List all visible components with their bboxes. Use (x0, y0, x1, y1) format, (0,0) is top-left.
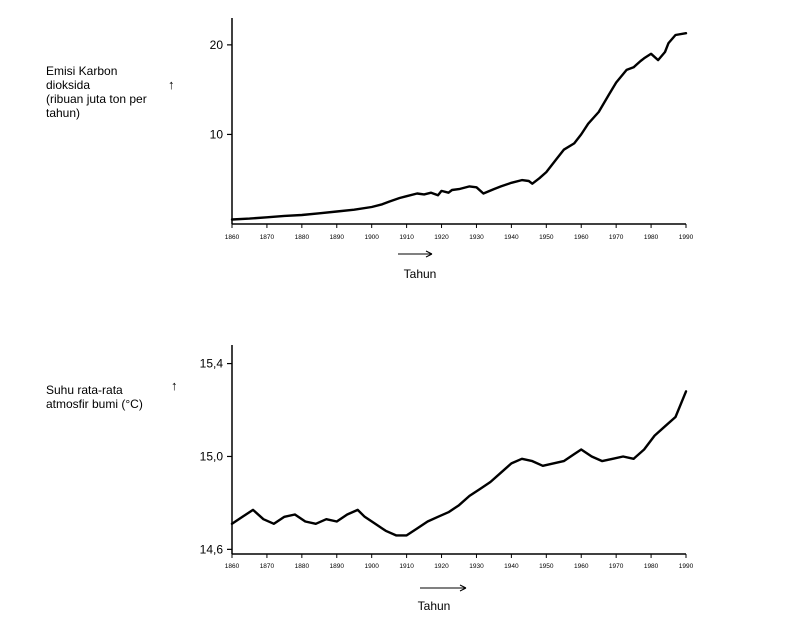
x-tick-label: 1960 (574, 563, 589, 570)
chart2-x-arrow (420, 584, 467, 592)
chart1-up-arrow-icon: ↑ (168, 77, 175, 92)
co2-emission-chart: 10 20 1860 1870 1880 1890 1900 1910 1920 1930 194… (210, 18, 694, 281)
x-tick-label: 1860 (225, 563, 240, 570)
y-tick-label: 14,6 (200, 542, 224, 556)
x-tick-label: 1880 (295, 563, 310, 570)
y-tick-label: 15,4 (200, 357, 224, 371)
x-tick-label: 1910 (399, 234, 414, 241)
y-tick-label: 15,0 (200, 449, 224, 463)
x-tick-label: 1960 (574, 234, 589, 241)
x-tick-label: 1940 (504, 234, 519, 241)
chart1-y-label-line: Emisi Karbon (46, 64, 118, 78)
x-tick-label: 1970 (609, 563, 624, 570)
chart1-y-label: Emisi Karbon dioksida (ribuan juta ton p… (46, 64, 147, 120)
x-tick-label: 1910 (399, 563, 414, 570)
x-tick-label: 1950 (539, 563, 554, 570)
x-tick-label: 1880 (295, 234, 310, 241)
chart1-y-label-line: dioksida (46, 78, 91, 92)
x-tick-label: 1930 (469, 563, 484, 570)
x-tick-label: 1930 (469, 234, 484, 241)
chart1-y-label-line: tahun) (46, 106, 81, 120)
chart1-x-label: Tahun (404, 267, 437, 281)
x-tick-label: 1970 (609, 234, 624, 241)
x-tick-label: 1890 (330, 234, 345, 241)
x-tick-label: 1940 (504, 563, 519, 570)
y-tick-label: 10 (210, 127, 224, 141)
chart2-y-label-line: Suhu rata-rata (46, 383, 123, 397)
chart2-x-label: Tahun (418, 599, 451, 613)
x-tick-label: 1950 (539, 234, 554, 241)
chart2-y-label: Suhu rata-rata atmosfir bumi (°C) (46, 383, 143, 411)
x-tick-label: 1980 (644, 563, 659, 570)
chart1-y-label-line: (ribuan juta ton per (46, 92, 147, 106)
x-tick-label: 1890 (330, 563, 345, 570)
co2-emission-line (230, 32, 688, 221)
x-tick-label: 1900 (364, 563, 379, 570)
chart1-x-arrow (398, 250, 433, 258)
temperature-chart: 14,6 15,0 15,4 1860 1870 1880 1890 1900 1910 192… (200, 345, 694, 613)
x-tick-label: 1980 (644, 234, 659, 241)
y-tick-label: 20 (210, 38, 224, 52)
x-tick-label: 1870 (260, 563, 275, 570)
x-tick-label: 1870 (260, 234, 275, 241)
x-tick-label: 1920 (434, 234, 449, 241)
x-tick-label: 1990 (679, 563, 694, 570)
x-tick-label: 1990 (679, 234, 694, 241)
temperature-line (230, 390, 688, 537)
x-tick-label: 1860 (225, 234, 240, 241)
chart2-up-arrow-icon: ↑ (171, 378, 178, 393)
x-tick-label: 1920 (434, 563, 449, 570)
x-tick-label: 1900 (364, 234, 379, 241)
chart2-y-label-line: atmosfir bumi (°C) (46, 397, 143, 411)
